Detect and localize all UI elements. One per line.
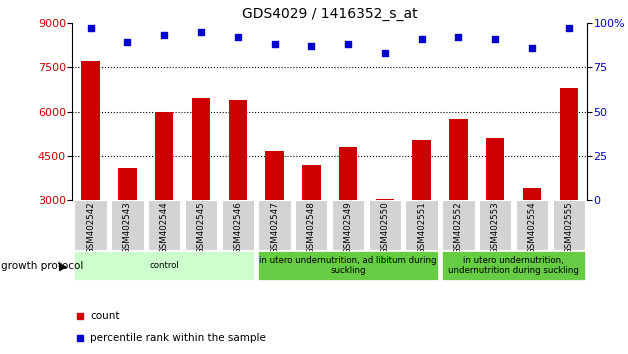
Text: GSM402555: GSM402555 — [565, 201, 573, 254]
Point — [269, 41, 279, 47]
Text: ▶: ▶ — [59, 261, 68, 271]
Bar — [82, 61, 100, 200]
Bar — [258, 200, 291, 250]
Text: GSM402543: GSM402543 — [123, 201, 132, 254]
Bar — [148, 200, 180, 250]
Bar — [339, 147, 357, 200]
Bar — [442, 251, 585, 280]
Bar — [302, 165, 320, 200]
Text: GSM402542: GSM402542 — [86, 201, 95, 254]
Bar — [295, 200, 327, 250]
Bar — [522, 188, 541, 200]
Bar — [192, 98, 210, 200]
Bar — [118, 167, 136, 200]
Text: GSM402553: GSM402553 — [490, 201, 500, 254]
Bar — [560, 88, 578, 200]
Bar — [258, 251, 438, 280]
Point — [159, 33, 169, 38]
Bar — [185, 200, 217, 250]
Point — [527, 45, 537, 51]
Text: GSM402544: GSM402544 — [160, 201, 169, 254]
Bar — [155, 112, 173, 200]
Text: control: control — [149, 261, 179, 270]
Bar — [332, 200, 364, 250]
Text: GSM402550: GSM402550 — [381, 201, 389, 254]
Bar — [553, 200, 585, 250]
Bar — [449, 119, 468, 200]
Bar — [413, 139, 431, 200]
Text: in utero undernutrition, ad libitum during
suckling: in utero undernutrition, ad libitum duri… — [259, 256, 437, 275]
Bar — [111, 200, 144, 250]
Text: GSM402551: GSM402551 — [417, 201, 426, 254]
Point — [233, 34, 243, 40]
Text: growth protocol: growth protocol — [1, 261, 84, 271]
Text: in utero undernutrition,
undernutrition during suckling: in utero undernutrition, undernutrition … — [448, 256, 579, 275]
Bar — [406, 200, 438, 250]
Bar — [75, 200, 107, 250]
Point — [490, 36, 501, 42]
Bar — [75, 251, 254, 280]
Bar — [265, 152, 284, 200]
Title: GDS4029 / 1416352_s_at: GDS4029 / 1416352_s_at — [242, 7, 418, 21]
Bar — [369, 200, 401, 250]
Point — [380, 50, 390, 56]
Point — [343, 41, 353, 47]
Bar — [486, 138, 504, 200]
Point — [122, 40, 133, 45]
Point — [564, 25, 574, 31]
Text: percentile rank within the sample: percentile rank within the sample — [90, 332, 266, 343]
Text: GSM402545: GSM402545 — [197, 201, 205, 254]
Point — [453, 34, 463, 40]
Point — [196, 29, 206, 35]
Bar — [479, 200, 511, 250]
Text: GSM402552: GSM402552 — [454, 201, 463, 254]
Bar — [516, 200, 548, 250]
Text: GSM402547: GSM402547 — [270, 201, 279, 254]
Text: GSM402549: GSM402549 — [344, 201, 352, 254]
Bar — [229, 100, 247, 200]
Point — [85, 25, 95, 31]
Text: GSM402548: GSM402548 — [307, 201, 316, 254]
Bar — [222, 200, 254, 250]
Point — [416, 36, 426, 42]
Point — [306, 43, 317, 49]
Text: count: count — [90, 311, 120, 321]
Text: GSM402554: GSM402554 — [528, 201, 536, 254]
Bar — [376, 199, 394, 200]
Text: GSM402546: GSM402546 — [233, 201, 242, 254]
Bar — [442, 200, 475, 250]
